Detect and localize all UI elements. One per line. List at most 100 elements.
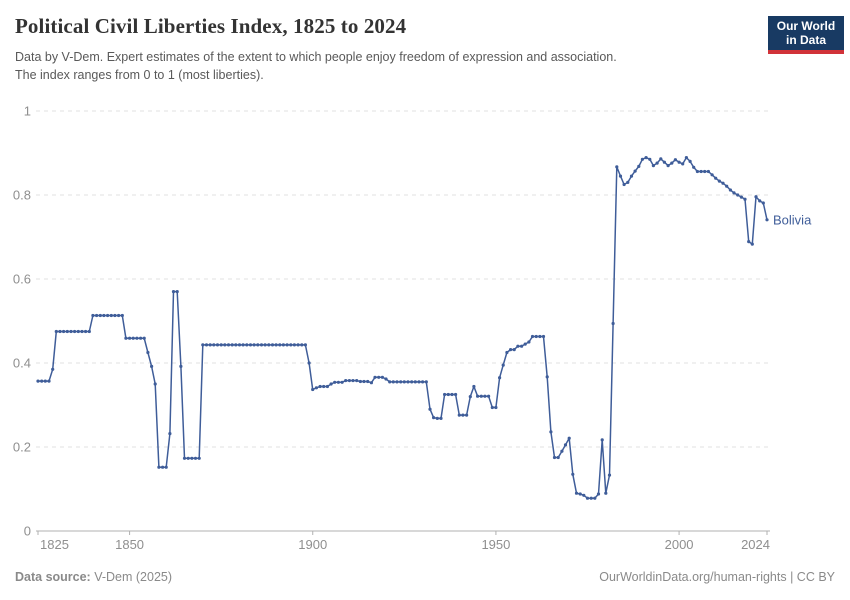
data-point-marker bbox=[563, 443, 568, 447]
data-point-marker bbox=[40, 379, 44, 383]
data-point-marker bbox=[615, 165, 619, 169]
data-point-marker bbox=[322, 384, 326, 389]
data-point-marker bbox=[267, 343, 271, 347]
data-point-marker bbox=[622, 182, 626, 187]
data-point-marker bbox=[230, 343, 234, 347]
data-point-marker bbox=[252, 343, 256, 347]
data-point-marker bbox=[325, 384, 329, 389]
data-point-marker bbox=[530, 334, 535, 339]
data-point-marker bbox=[303, 343, 307, 347]
y-tick-label: 0.8 bbox=[13, 188, 31, 203]
data-point-marker bbox=[314, 386, 318, 390]
data-point-marker bbox=[428, 407, 432, 411]
data-point-marker bbox=[472, 384, 476, 389]
data-point-marker bbox=[688, 159, 692, 163]
data-point-marker bbox=[329, 382, 333, 386]
data-point-marker bbox=[204, 343, 209, 347]
data-point-marker bbox=[234, 343, 238, 347]
data-point-marker bbox=[534, 334, 538, 339]
owid-logo-line2: in Data bbox=[785, 33, 826, 47]
owid-logo-accent-strip bbox=[768, 50, 844, 54]
data-source-note: Data source: V-Dem (2025) bbox=[15, 570, 172, 584]
data-point-marker bbox=[340, 380, 344, 384]
data-point-marker bbox=[311, 387, 315, 392]
data-point-marker bbox=[120, 313, 124, 318]
data-point-marker bbox=[69, 329, 73, 334]
data-point-marker bbox=[237, 343, 242, 347]
data-point-marker bbox=[754, 195, 758, 199]
data-point-marker bbox=[201, 343, 205, 347]
data-point-marker bbox=[95, 313, 99, 318]
data-point-marker bbox=[98, 313, 102, 318]
data-point-marker bbox=[670, 161, 674, 165]
data-point-marker bbox=[395, 380, 399, 384]
owid-logo[interactable]: Our World in Data bbox=[768, 16, 844, 54]
data-point-marker bbox=[699, 169, 703, 174]
data-point-marker bbox=[369, 381, 373, 385]
x-axis: 1825 1850 1900 1950 2000 2024 bbox=[36, 530, 770, 552]
data-point-marker bbox=[695, 169, 700, 174]
data-point-marker bbox=[135, 336, 139, 340]
data-point-marker bbox=[743, 197, 747, 201]
data-point-marker bbox=[541, 334, 546, 339]
data-source-value: V-Dem (2025) bbox=[90, 570, 173, 584]
data-point-marker bbox=[391, 380, 395, 384]
data-point-marker bbox=[717, 179, 722, 183]
data-point-marker bbox=[560, 449, 564, 453]
data-point-marker bbox=[179, 364, 183, 368]
gridlines bbox=[36, 110, 770, 448]
data-point-marker bbox=[190, 456, 194, 460]
data-point-marker bbox=[300, 343, 304, 347]
data-point-marker bbox=[446, 392, 450, 397]
data-point-marker bbox=[193, 456, 198, 460]
chart-subtitle-line2: The index ranges from 0 to 1 (most liber… bbox=[15, 68, 264, 82]
data-point-marker bbox=[377, 375, 381, 379]
data-point-marker bbox=[432, 416, 436, 420]
data-point-marker bbox=[76, 329, 80, 334]
data-point-marker bbox=[245, 343, 249, 347]
data-point-marker bbox=[747, 240, 751, 244]
data-point-marker bbox=[585, 496, 590, 500]
data-point-marker bbox=[421, 380, 425, 384]
data-point-marker bbox=[318, 384, 322, 389]
data-point-marker bbox=[552, 455, 557, 460]
credit-link[interactable]: OurWorldinData.org/human-rights | CC BY bbox=[599, 570, 835, 584]
data-point-marker bbox=[226, 343, 231, 347]
data-point-marker bbox=[384, 377, 388, 381]
data-point-marker bbox=[512, 348, 516, 352]
data-point-marker bbox=[483, 394, 487, 398]
data-point-marker bbox=[380, 375, 384, 379]
data-point-marker bbox=[435, 416, 439, 420]
data-point-marker bbox=[681, 162, 685, 166]
data-point-marker bbox=[274, 343, 278, 347]
data-point-marker bbox=[212, 343, 216, 347]
data-point-marker bbox=[677, 160, 681, 164]
data-point-marker bbox=[182, 456, 187, 460]
data-point-marker bbox=[651, 164, 656, 168]
data-series-bolivia[interactable] bbox=[36, 156, 769, 500]
data-point-marker bbox=[281, 343, 285, 347]
data-point-marker bbox=[223, 343, 227, 347]
x-tick-label: 1850 bbox=[115, 537, 144, 552]
data-point-marker bbox=[109, 313, 113, 318]
data-point-marker bbox=[157, 465, 161, 469]
data-point-marker bbox=[208, 343, 212, 347]
x-tick-label: 2024 bbox=[741, 537, 770, 552]
x-tick-label: 2000 bbox=[665, 537, 694, 552]
data-point-marker bbox=[739, 195, 744, 199]
series-label-bolivia[interactable]: Bolivia bbox=[773, 212, 812, 227]
data-point-marker bbox=[611, 321, 615, 326]
data-point-marker bbox=[629, 174, 634, 178]
data-point-marker bbox=[168, 432, 172, 436]
data-point-marker bbox=[596, 492, 601, 496]
chart-header: Political Civil Liberties Index, 1825 to… bbox=[15, 14, 755, 84]
y-tick-label: 0.6 bbox=[13, 272, 31, 287]
data-point-marker bbox=[549, 430, 553, 434]
data-point-marker bbox=[139, 336, 143, 340]
data-point-marker bbox=[509, 348, 513, 352]
data-point-marker bbox=[732, 191, 736, 195]
data-point-marker bbox=[113, 313, 117, 318]
data-point-marker bbox=[171, 290, 176, 294]
data-point-marker bbox=[153, 382, 157, 386]
